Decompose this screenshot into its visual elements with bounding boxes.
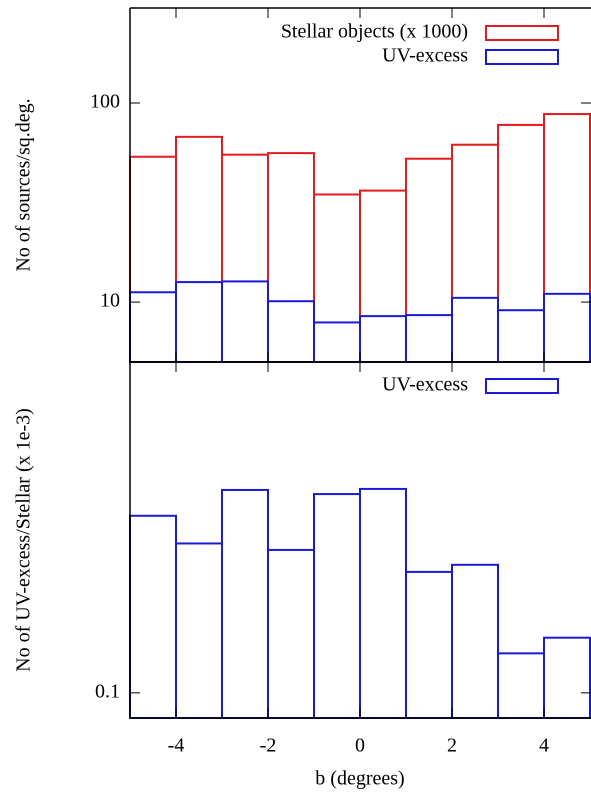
histogram-bar: [267, 548, 315, 719]
histogram-bar: [221, 488, 269, 719]
histogram-bar: [359, 315, 407, 363]
histogram-bar: [313, 321, 361, 363]
histogram-bar: [359, 189, 407, 363]
histogram-bar: [267, 152, 315, 363]
histogram-bar: [129, 514, 177, 719]
histogram-bar: [129, 155, 177, 363]
histogram-bar: [175, 542, 223, 720]
legend-label: UV-excess: [382, 45, 468, 67]
histogram-bar: [313, 193, 361, 363]
y-tick-label: 100: [90, 91, 120, 113]
x-tick-label: -2: [260, 735, 277, 757]
histogram-bar: [129, 291, 177, 363]
histogram-bar: [543, 113, 591, 363]
x-tick-label: 2: [447, 735, 457, 757]
histogram-bar: [267, 300, 315, 364]
legend-swatch: [485, 378, 559, 394]
histogram-bar: [451, 563, 499, 720]
histogram-bar: [359, 487, 407, 719]
histogram-bar: [313, 493, 361, 719]
histogram-bar: [451, 143, 499, 363]
histogram-bar: [497, 309, 545, 363]
histogram-bar: [543, 636, 591, 719]
histogram-bar: [543, 292, 591, 363]
x-axis-label: b (degrees): [315, 768, 404, 790]
legend-swatch: [485, 25, 559, 41]
y-tick-label: 0.1: [95, 680, 120, 702]
histogram-bar: [405, 157, 453, 363]
histogram-bar: [405, 314, 453, 364]
x-tick-label: 0: [355, 735, 365, 757]
x-tick-label: 4: [539, 735, 549, 757]
histogram-bar: [497, 123, 545, 363]
x-tick-label: -4: [168, 735, 185, 757]
legend-swatch: [485, 49, 559, 65]
legend-label: UV-excess: [382, 374, 468, 396]
y-tick-label: 10: [100, 290, 120, 312]
histogram-bar: [175, 281, 223, 363]
y-axis-label: No of UV-excess/Stellar (x 1e-3): [13, 408, 35, 672]
histogram-bar: [497, 652, 545, 719]
histogram-bar: [221, 153, 269, 363]
y-axis-label: No of sources/sq.deg.: [13, 98, 35, 271]
histogram-bar: [451, 296, 499, 363]
histogram-bar: [175, 135, 223, 363]
histogram-bar: [221, 280, 269, 363]
legend-label: Stellar objects (x 1000): [281, 21, 468, 43]
histogram-bar: [405, 570, 453, 720]
